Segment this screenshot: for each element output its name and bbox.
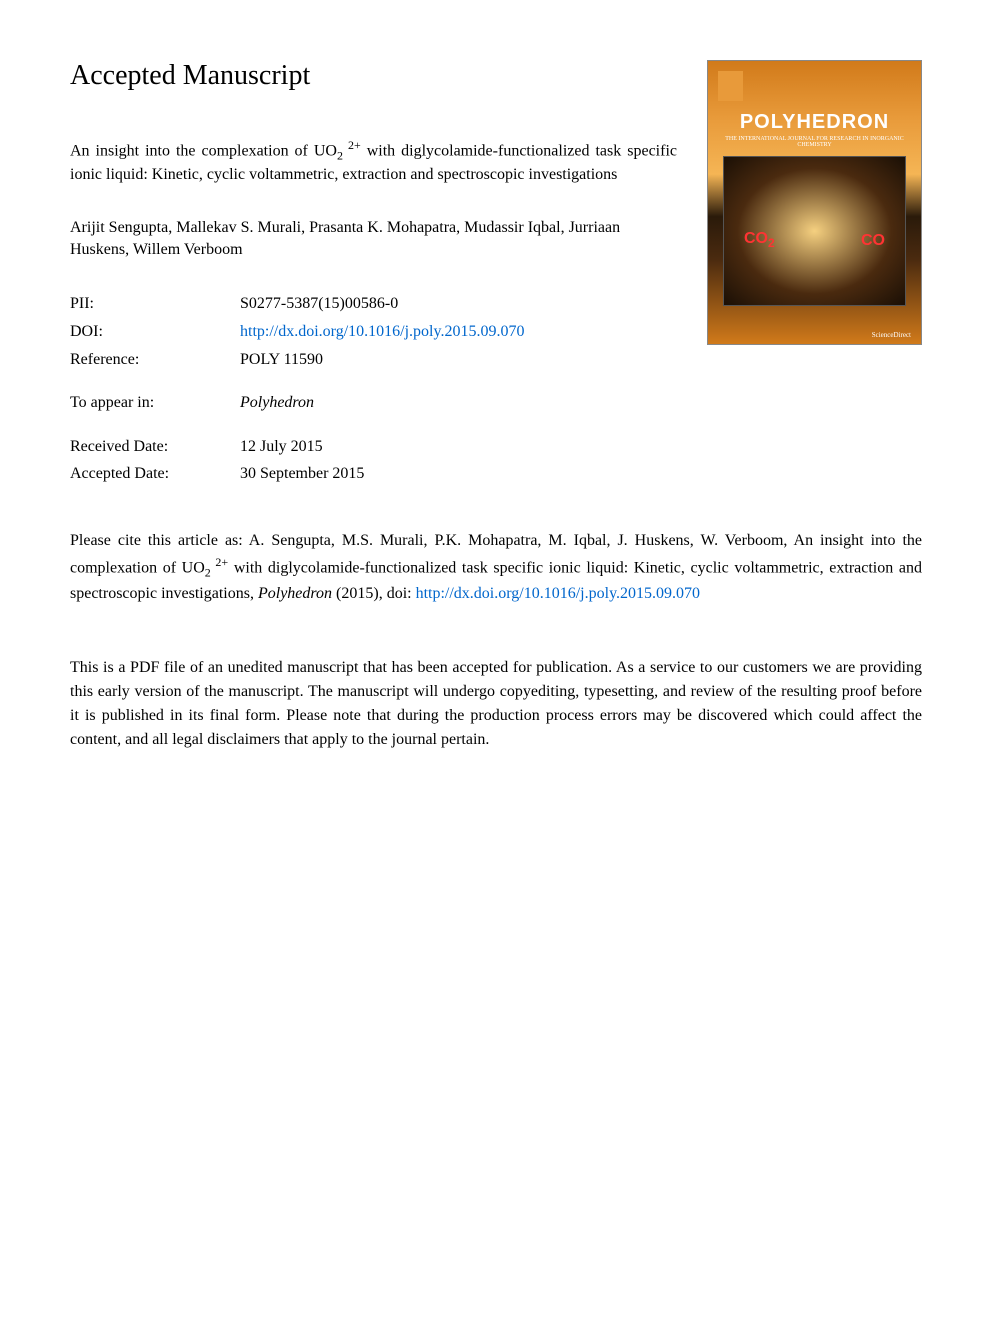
main-title: Accepted Manuscript (70, 60, 677, 92)
metadata-row-reference: Reference: POLY 11590 (70, 347, 677, 373)
doi-link[interactable]: http://dx.doi.org/10.1016/j.poly.2015.09… (240, 323, 524, 340)
ref-label: Reference: (70, 347, 240, 373)
appear-label: To appear in: (70, 390, 240, 416)
cover-co-label: CO (861, 232, 885, 250)
pii-label: PII: (70, 291, 240, 317)
citation-section: Please cite this article as: A. Sengupta… (70, 529, 922, 606)
cover-co2-label: CO2 (744, 230, 775, 250)
disclaimer: This is a PDF file of an unedited manusc… (70, 656, 922, 752)
spacer (70, 374, 677, 390)
article-title: An insight into the complexation of UO2 … (70, 137, 677, 187)
metadata-row-appear: To appear in: Polyhedron (70, 390, 677, 416)
accepted-value: 30 September 2015 (240, 461, 364, 487)
journal-cover: POLYHEDRON THE INTERNATIONAL JOURNAL FOR… (707, 60, 922, 345)
citation-link[interactable]: http://dx.doi.org/10.1016/j.poly.2015.09… (416, 585, 700, 602)
doi-label: DOI: (70, 319, 240, 345)
received-label: Received Date: (70, 434, 240, 460)
title-sup1: 2+ (343, 138, 361, 152)
header-section: Accepted Manuscript An insight into the … (70, 60, 922, 489)
title-prefix: An insight into the complexation of UO (70, 142, 337, 159)
accepted-label: Accepted Date: (70, 461, 240, 487)
cover-subtitle: THE INTERNATIONAL JOURNAL FOR RESEARCH I… (708, 136, 921, 148)
doi-value: http://dx.doi.org/10.1016/j.poly.2015.09… (240, 319, 524, 345)
cover-image-area: CO2 CO (723, 156, 906, 306)
authors: Arijit Sengupta, Mallekav S. Murali, Pra… (70, 217, 677, 262)
metadata-row-accepted: Accepted Date: 30 September 2015 (70, 461, 677, 487)
metadata-table: PII: S0277-5387(15)00586-0 DOI: http://d… (70, 291, 677, 487)
metadata-row-received: Received Date: 12 July 2015 (70, 434, 677, 460)
metadata-row-doi: DOI: http://dx.doi.org/10.1016/j.poly.20… (70, 319, 677, 345)
cover-logo-icon (718, 71, 743, 101)
citation-journal: Polyhedron (258, 585, 332, 602)
pii-value: S0277-5387(15)00586-0 (240, 291, 398, 317)
ref-value: POLY 11590 (240, 347, 323, 373)
cover-footer: ScienceDirect (872, 331, 911, 339)
metadata-row-pii: PII: S0277-5387(15)00586-0 (70, 291, 677, 317)
cover-title: POLYHEDRON (708, 111, 921, 134)
received-value: 12 July 2015 (240, 434, 323, 460)
citation-sup1: 2+ (211, 555, 228, 569)
spacer (70, 418, 677, 434)
appear-value: Polyhedron (240, 390, 314, 416)
citation-year: (2015), doi: (332, 585, 416, 602)
left-content: Accepted Manuscript An insight into the … (70, 60, 707, 489)
